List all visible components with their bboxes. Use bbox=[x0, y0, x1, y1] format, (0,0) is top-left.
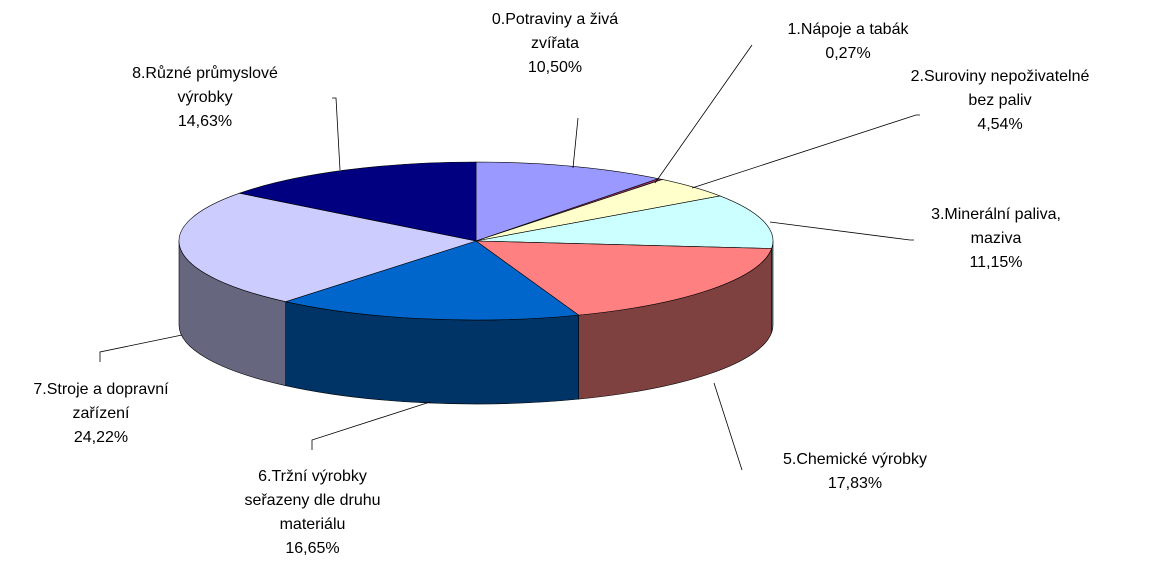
slice bbox=[238, 161, 477, 242]
data-label: 7.Stroje a dopravní zařízení 24,22% bbox=[15, 378, 187, 450]
value-label: 10,50% bbox=[527, 59, 583, 76]
data-label: 1.Nápoje a tabák 0,27% bbox=[758, 18, 938, 66]
category-label: 6.Tržní výrobky seřazeny dle druhu mater… bbox=[244, 468, 381, 533]
data-label: 5.Chemické výrobky 17,83% bbox=[745, 448, 965, 496]
leader-line bbox=[769, 221, 914, 241]
data-label: 2.Suroviny nepoživatelné bez paliv 4,54% bbox=[904, 65, 1096, 137]
leader-line bbox=[311, 401, 431, 450]
leader-line bbox=[691, 114, 920, 189]
leader-line bbox=[332, 97, 341, 171]
category-label: 7.Stroje a dopravní zařízení bbox=[33, 381, 169, 422]
leader-line bbox=[654, 44, 753, 184]
slice bbox=[475, 161, 660, 242]
data-label: 3.Minerální paliva, maziva 11,15% bbox=[912, 203, 1080, 275]
category-label: 3.Minerální paliva, maziva bbox=[931, 206, 1061, 247]
category-label: 2.Suroviny nepoživatelné bez paliv bbox=[910, 68, 1090, 109]
category-label: 5.Chemické výrobky bbox=[782, 451, 928, 468]
category-label: 1.Nápoje a tabák bbox=[787, 21, 909, 38]
slice bbox=[178, 192, 478, 302]
leader-line bbox=[99, 334, 183, 362]
data-label: 8.Různé průmyslové výrobky 14,63% bbox=[120, 62, 290, 134]
leader-line bbox=[713, 382, 743, 471]
value-label: 4,54% bbox=[977, 116, 1023, 133]
slice bbox=[475, 240, 773, 316]
value-label: 14,63% bbox=[177, 113, 233, 130]
category-label: 0.Potraviny a živá zvířata bbox=[491, 11, 619, 52]
slice bbox=[475, 195, 774, 249]
value-label: 0,27% bbox=[825, 45, 871, 62]
value-label: 11,15% bbox=[969, 254, 1023, 271]
value-label: 16,65% bbox=[285, 540, 340, 557]
leader-line bbox=[572, 117, 579, 169]
data-label: 6.Tržní výrobky seřazeny dle druhu mater… bbox=[230, 465, 395, 561]
category-label: 8.Různé průmyslové výrobky bbox=[132, 65, 278, 106]
value-label: 17,83% bbox=[827, 475, 883, 492]
value-label: 24,22% bbox=[73, 429, 129, 446]
slice bbox=[284, 240, 580, 321]
data-label: 0.Potraviny a živá zvířata 10,50% bbox=[475, 8, 635, 80]
